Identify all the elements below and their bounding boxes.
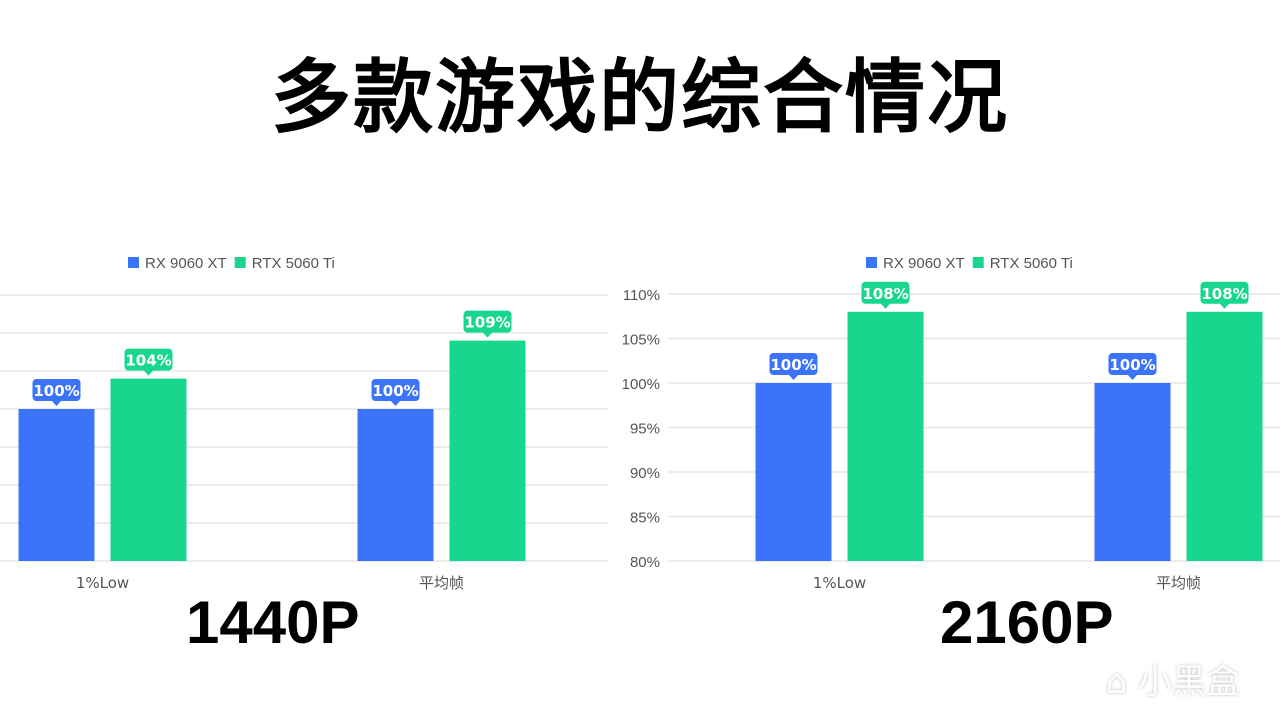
legend-label: RX 9060 XT bbox=[145, 255, 227, 272]
data-label: 104% bbox=[125, 352, 171, 370]
data-label: 109% bbox=[464, 314, 510, 332]
data-label-bg bbox=[124, 348, 173, 371]
y-tick-label: 100% bbox=[622, 376, 660, 393]
data-label-bg bbox=[1200, 281, 1249, 304]
x-tick-label: 平均帧 bbox=[1156, 574, 1201, 592]
bar bbox=[1186, 311, 1263, 561]
bar bbox=[847, 311, 924, 561]
data-label: 100% bbox=[1109, 356, 1155, 374]
bar bbox=[449, 340, 526, 561]
watermark-logo: ⌂ 小黑盒 bbox=[1105, 662, 1240, 702]
data-label: 108% bbox=[1201, 285, 1247, 303]
data-label: 100% bbox=[770, 356, 816, 374]
bar bbox=[1094, 383, 1171, 561]
data-label-bg bbox=[371, 379, 420, 401]
bar bbox=[357, 409, 434, 561]
legend-swatch bbox=[128, 257, 139, 268]
bar bbox=[755, 383, 832, 561]
y-tick-label: 110% bbox=[623, 287, 660, 304]
chart-caption-2160p: 2160P bbox=[940, 589, 1114, 656]
data-label-pointer bbox=[51, 400, 62, 406]
bar bbox=[110, 378, 187, 561]
data-label-pointer bbox=[143, 370, 154, 376]
x-tick-label: 1%Low bbox=[813, 574, 866, 592]
legend-swatch bbox=[234, 257, 246, 268]
watermark-text: 小黑盒 bbox=[1138, 662, 1240, 702]
bar bbox=[18, 409, 95, 561]
y-tick-label: 105% bbox=[622, 332, 660, 349]
data-label-pointer bbox=[880, 303, 891, 309]
data-label: 108% bbox=[862, 285, 908, 303]
legend-label: RTX 5060 Ti bbox=[252, 255, 335, 272]
data-label-bg bbox=[1108, 353, 1157, 375]
data-label-pointer bbox=[390, 400, 401, 406]
data-label: 100% bbox=[372, 382, 418, 400]
data-label-pointer bbox=[1219, 303, 1230, 309]
data-label-pointer bbox=[482, 332, 493, 338]
data-label-bg bbox=[861, 281, 910, 304]
y-tick-label: 80% bbox=[630, 554, 660, 571]
y-tick-label: 85% bbox=[630, 510, 660, 527]
data-label-bg bbox=[769, 353, 818, 375]
data-label-bg bbox=[463, 310, 512, 333]
legend-label: RX 9060 XT bbox=[883, 255, 965, 272]
x-tick-label: 平均帧 bbox=[419, 574, 464, 592]
x-tick-label: 1%Low bbox=[76, 574, 129, 592]
data-label-pointer bbox=[788, 374, 799, 380]
page-title: 多款游戏的综合情况 bbox=[271, 51, 1009, 144]
chart-caption-1440p: 1440P bbox=[186, 589, 360, 656]
y-tick-label: 90% bbox=[630, 465, 660, 482]
data-label-pointer bbox=[1127, 374, 1138, 380]
legend-label: RTX 5060 Ti bbox=[990, 255, 1073, 272]
data-label: 100% bbox=[33, 382, 79, 400]
y-tick-label: 95% bbox=[630, 421, 660, 438]
data-label-bg bbox=[32, 379, 81, 401]
legend-swatch bbox=[866, 257, 877, 268]
legend-swatch bbox=[972, 257, 984, 268]
